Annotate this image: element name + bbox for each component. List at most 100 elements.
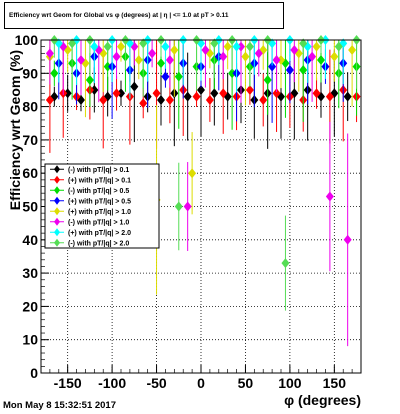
data-point (317, 54, 325, 65)
data-point (299, 38, 308, 49)
legend-entry: (+) with pT/|q| > 0.1 (50, 175, 131, 184)
y-tick-label: 0 (30, 365, 38, 381)
data-point (161, 41, 170, 52)
legend-entry: (-) with pT/|q| > 2.0 (50, 238, 129, 247)
data-point (210, 38, 219, 49)
data-point (134, 54, 143, 65)
legend-entry: (+) with pT/|q| > 0.5 (50, 196, 131, 205)
legend-marker (54, 175, 60, 184)
data-point (334, 41, 343, 52)
data-point (68, 38, 77, 49)
legend-entry: (-) with pT/|q| > 0.5 (50, 186, 129, 195)
data-point (241, 51, 250, 62)
data-point (165, 94, 174, 105)
data-point (63, 44, 72, 55)
legend-label: (-) with pT/|q| > 2.0 (68, 240, 129, 247)
data-point (85, 74, 94, 85)
data-point (254, 48, 263, 59)
legend-entry: (-) with pT/|q| > 1.0 (50, 217, 129, 226)
data-point (330, 51, 339, 62)
data-point (165, 54, 174, 65)
legend-marker (54, 196, 60, 205)
data-point (103, 61, 112, 72)
data-point (157, 58, 165, 69)
data-point (161, 71, 170, 82)
data-point (263, 74, 272, 85)
data-point (205, 94, 214, 105)
data-point (237, 41, 245, 52)
data-point (325, 191, 334, 202)
data-point (152, 88, 161, 99)
data-point (308, 51, 317, 62)
legend-label: (+) with pT/|q| > 0.5 (68, 198, 131, 205)
y-tick-label: 30 (22, 265, 38, 281)
y-tick-label: 10 (22, 332, 38, 348)
data-point (272, 88, 281, 99)
legend-marker (54, 165, 60, 174)
y-axis-label: Efficiency wrt Geom (%) (7, 50, 23, 210)
data-point (228, 68, 237, 79)
data-point (285, 64, 294, 75)
legend-label: (-) with pT/|q| > 0.1 (68, 167, 129, 174)
x-tick-label: -100 (98, 375, 126, 391)
data-point (157, 94, 165, 105)
legend-entry: (-) with pT/|q| > 0.1 (50, 165, 129, 174)
data-point (117, 88, 125, 99)
data-point (90, 41, 99, 52)
data-point (272, 54, 281, 65)
legend: (-) with pT/|q| > 0.1 (+) with pT/|q| > 0… (44, 163, 160, 249)
data-point (188, 168, 197, 179)
data-point (112, 88, 121, 99)
legend-label: (-) with pT/|q| > 1.0 (68, 219, 129, 226)
x-axis-label: φ (degrees) (284, 392, 361, 408)
data-point (183, 201, 192, 212)
x-tick-label: -150 (54, 375, 82, 391)
x-tick-label: -50 (146, 375, 166, 391)
data-point (343, 234, 352, 245)
data-point (112, 51, 121, 62)
data-point (103, 41, 112, 52)
y-tick-label: 60 (22, 165, 38, 181)
data-point (343, 91, 352, 102)
legend-entry: (+) with pT/|q| > 2.0 (50, 228, 131, 237)
x-tick-label: 150 (323, 375, 347, 391)
legend-box (44, 163, 160, 249)
data-point (219, 51, 228, 62)
data-point (45, 94, 54, 105)
y-tick-label: 50 (22, 199, 38, 215)
timestamp: Mon May 8 15:32:51 2017 (3, 400, 117, 411)
data-point (245, 41, 254, 52)
data-point (117, 41, 125, 52)
legend-label: (-) with pT/|q| > 0.5 (68, 188, 129, 195)
data-point (170, 44, 179, 55)
data-point (325, 91, 334, 102)
data-point (299, 64, 308, 75)
data-point (77, 54, 85, 65)
y-tick-label: 90 (22, 65, 38, 81)
x-tick-label: 100 (278, 375, 302, 391)
data-point (45, 48, 54, 59)
data-point (90, 84, 99, 95)
data-point (174, 71, 183, 82)
y-tick-label: 80 (22, 99, 38, 115)
data-point (281, 258, 290, 269)
data-point (192, 91, 201, 102)
legend-marker (54, 238, 60, 247)
data-point (148, 48, 157, 59)
data-point (197, 84, 205, 95)
data-point (219, 88, 228, 99)
legend-marker (54, 228, 60, 237)
legend-marker (54, 186, 60, 195)
legend-label: (+) with pT/|q| > 2.0 (68, 230, 131, 237)
legend-label: (+) with pT/|q| > 1.0 (68, 209, 131, 216)
data-point (99, 94, 108, 105)
data-point (130, 81, 139, 92)
data-point (232, 41, 241, 52)
data-point (183, 91, 192, 102)
y-tick-label: 70 (22, 132, 38, 148)
x-tick-label: 0 (197, 375, 205, 391)
legend-entry: (+) with pT/|q| > 1.0 (50, 207, 131, 216)
chart-title-box: Efficiency wrt Geom for Global vs φ (deg… (4, 2, 284, 29)
data-point (139, 98, 148, 109)
